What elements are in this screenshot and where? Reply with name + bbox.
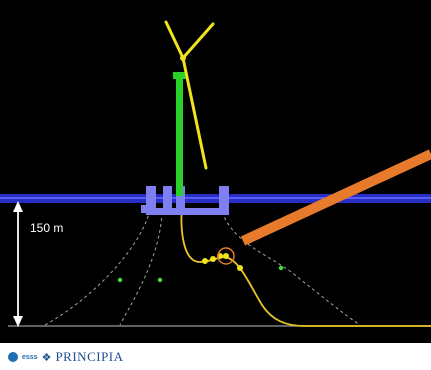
nacelle: [173, 72, 186, 79]
turbine-tower: [176, 78, 183, 196]
depth-label: 150 m: [30, 221, 63, 235]
blade-right: [181, 22, 215, 60]
turbine-blades: [164, 20, 215, 170]
depth-arrow-bottom: [13, 316, 23, 327]
water-surface-highlight: [0, 197, 431, 199]
principia-logo-icon: ❖: [41, 350, 52, 364]
anchor-point: [278, 265, 284, 271]
platform-column: [219, 186, 229, 212]
buoyancy-module: [223, 253, 229, 259]
platform-column: [176, 186, 185, 212]
blade-down: [181, 56, 208, 170]
esss-logo-text: esss: [22, 353, 38, 361]
anchor-point: [157, 277, 163, 283]
logo-row: esss ❖ PRINCIPIA: [8, 349, 124, 365]
platform-pontoon: [146, 208, 229, 215]
platform-column: [146, 186, 156, 212]
buoyancy-module: [237, 265, 243, 271]
footer: esss ❖ PRINCIPIA: [0, 343, 431, 370]
mooring-line-right: [221, 211, 361, 326]
rotor-hub: [180, 55, 186, 61]
diagram-frame: 150 m: [0, 0, 431, 343]
background: [0, 0, 431, 343]
diagram-svg: 150 m: [0, 0, 431, 343]
mooring-line-left: [44, 209, 151, 326]
anchor-point: [117, 277, 123, 283]
buoyancy-module: [210, 256, 216, 262]
principia-logo-text: PRINCIPIA: [55, 349, 124, 364]
mooring-lines: [44, 209, 361, 326]
highlight-ring: [217, 247, 235, 265]
blade-left: [164, 20, 185, 60]
platform-column: [163, 186, 172, 212]
esss-logo-icon: [8, 352, 18, 362]
orange-pipe: [240, 149, 431, 246]
floating-platform: [141, 186, 229, 215]
depth-arrow-top: [13, 201, 23, 212]
platform-base: [141, 205, 154, 213]
buoyancy-module: [202, 258, 208, 264]
